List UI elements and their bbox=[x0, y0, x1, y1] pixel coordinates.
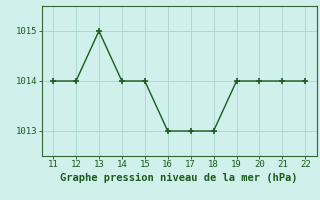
X-axis label: Graphe pression niveau de la mer (hPa): Graphe pression niveau de la mer (hPa) bbox=[60, 173, 298, 183]
